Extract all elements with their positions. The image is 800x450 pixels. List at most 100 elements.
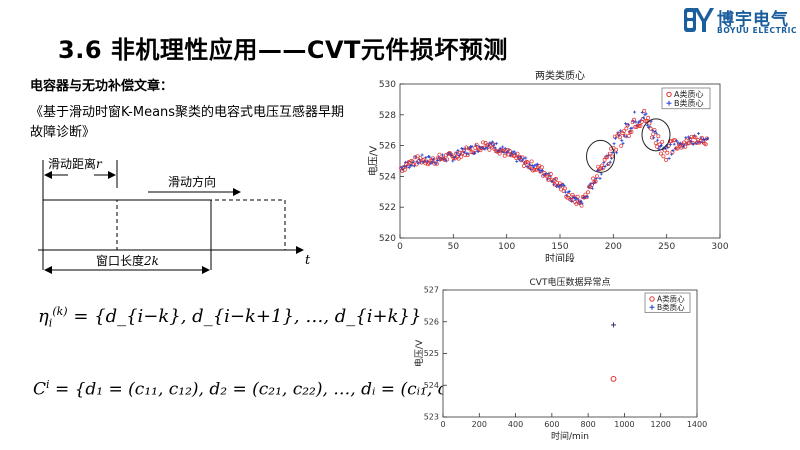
point-a — [594, 174, 599, 179]
point-a — [574, 201, 579, 206]
x-tick-label: 50 — [448, 242, 460, 252]
chart-title: CVT电压数据异常点 — [530, 276, 611, 288]
point-a — [661, 154, 666, 159]
anomaly-point-a — [610, 376, 617, 382]
point-a — [641, 117, 645, 121]
x-tick-label: 1200 — [651, 420, 671, 429]
point-a — [664, 157, 668, 162]
y-tick-label: 520 — [379, 234, 396, 244]
legend-label-a: A类质心 — [657, 294, 685, 304]
legend-marker-a — [666, 91, 672, 98]
point-a — [411, 162, 416, 167]
x-tick-label: 0 — [397, 242, 403, 252]
y-tick-label: 523 — [424, 413, 439, 422]
x-tick-label: 200 — [472, 420, 487, 429]
point-a — [456, 156, 461, 161]
point-a — [665, 150, 670, 155]
x-tick-label: 800 — [581, 420, 596, 429]
point-a — [461, 149, 466, 153]
point-a — [624, 126, 629, 131]
point-a — [629, 129, 634, 134]
point-a — [481, 140, 485, 145]
chart-title: 两类类质心 — [535, 69, 585, 82]
x-tick-label: 1000 — [614, 420, 634, 429]
y-axis-label: 电压/V — [367, 146, 380, 176]
logo-name-en: BOYUU ELECTRIC — [717, 26, 798, 35]
point-a — [501, 149, 506, 154]
point-a — [632, 117, 636, 122]
x-axis-label: 时间/min — [551, 430, 589, 440]
point-a — [693, 135, 698, 140]
point-a — [515, 151, 520, 156]
legend-box — [644, 292, 691, 313]
point-a — [656, 134, 661, 139]
legend-marker-a — [649, 296, 655, 302]
point-a — [683, 144, 688, 149]
point-a — [689, 134, 694, 139]
anomaly-chart: 0 200 400 600 800 1000 1200 1400 523 524 525 526 527… — [413, 276, 707, 440]
point-a — [660, 139, 665, 144]
point-a — [585, 190, 590, 195]
y-axis-label: 电压/V — [413, 339, 425, 367]
legend-box — [661, 87, 711, 110]
formula-eta: ηi(k) = {d_{i−k}, d_{i−k+1}, …, d_{i+k}} — [38, 305, 422, 330]
point-a — [418, 156, 423, 161]
point-a — [562, 186, 567, 191]
x-tick-label: 200 — [605, 242, 622, 252]
y-tick-label: 524 — [424, 381, 439, 390]
point-a — [491, 142, 496, 147]
x-tick-label: 400 — [508, 420, 523, 429]
point-a — [626, 133, 631, 138]
window-length-label: 窗口长度2k — [96, 253, 159, 268]
x-tick-label: 600 — [544, 420, 559, 429]
x-tick-label: 300 — [711, 242, 728, 252]
y-tick-label: 524 — [379, 172, 396, 182]
point-a — [431, 156, 436, 161]
x-tick-label: 250 — [658, 242, 675, 252]
point-a — [571, 194, 576, 199]
point-a — [671, 138, 676, 143]
y-tick-label: 522 — [379, 203, 396, 213]
x-tick-label: 0 — [440, 420, 445, 429]
point-a — [646, 115, 651, 120]
legend-label-b: B类质心 — [674, 98, 704, 108]
point-a — [681, 140, 686, 145]
point-a — [579, 203, 584, 208]
legend-label-b: B类质心 — [657, 302, 685, 312]
point-a — [637, 123, 642, 128]
point-a — [445, 157, 450, 162]
slide-distance-label: 滑动距离r — [48, 158, 103, 171]
point-a — [521, 163, 526, 168]
legend-label-a: A类质心 — [674, 89, 703, 99]
point-a — [642, 108, 647, 113]
y-tick-label: 527 — [424, 286, 439, 295]
point-a — [539, 165, 544, 170]
formula-c: Ci = {d₁ = (c₁₁, c₁₂), d₂ = (c₂₁, c₂₂), … — [33, 378, 475, 400]
point-a — [614, 147, 619, 152]
point-a — [703, 142, 708, 147]
x-tick-label: 100 — [498, 242, 515, 252]
point-a — [621, 129, 626, 134]
y-tick-label: 525 — [424, 349, 439, 358]
point-a — [566, 192, 571, 197]
point-a — [548, 172, 553, 176]
slide-title: 3.6 非机理性应用——CVT元件损坏预测 — [58, 36, 508, 64]
point-a — [575, 194, 580, 199]
point-a — [607, 151, 612, 156]
point-a — [532, 167, 537, 172]
y-tick-label: 528 — [379, 111, 396, 121]
point-a — [551, 178, 556, 183]
y-tick-label: 526 — [379, 142, 396, 152]
point-a — [605, 155, 610, 160]
sliding-window-diagram: 滑动距离r 滑动方向 t 窗口长度2k — [38, 158, 311, 274]
point-a — [525, 160, 530, 165]
y-tick-label: 526 — [424, 317, 439, 326]
paper-title: 《基于滑动时窗K-Means聚类的电容式电压互感器早期故障诊断》 — [30, 105, 345, 140]
point-a — [473, 146, 478, 151]
point-a — [653, 141, 658, 145]
point-a — [638, 123, 643, 128]
point-a — [487, 147, 492, 152]
company-logo: 博宇电气 BOYUU ELECTRIC — [683, 5, 798, 37]
point-a — [502, 153, 507, 158]
next-window — [116, 199, 286, 251]
